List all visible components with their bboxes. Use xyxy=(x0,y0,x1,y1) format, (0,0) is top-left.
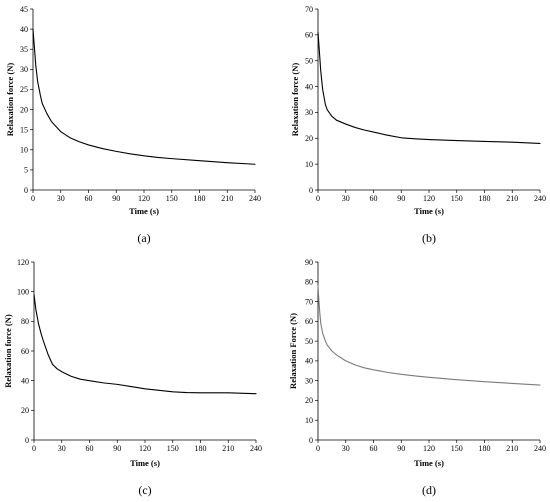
y-axis-title: Relaxation force (N) xyxy=(5,63,15,137)
panel-caption: (c) xyxy=(138,483,151,497)
x-tick-label: 0 xyxy=(32,444,36,453)
y-tick-label: 120 xyxy=(17,258,29,267)
y-tick-label: 0 xyxy=(309,186,313,195)
x-tick-label: 120 xyxy=(138,194,150,203)
x-axis-title: Time (s) xyxy=(130,458,160,468)
y-tick-label: 5 xyxy=(24,166,28,175)
y-tick-label: 80 xyxy=(305,278,313,287)
x-axis-title: Time (s) xyxy=(129,206,159,216)
y-tick-label: 90 xyxy=(305,258,313,267)
x-tick-label: 180 xyxy=(195,444,207,453)
y-tick-label: 40 xyxy=(21,376,29,385)
x-tick-label: 210 xyxy=(506,444,518,453)
y-tick-label: 20 xyxy=(21,406,29,415)
x-tick-label: 240 xyxy=(534,444,546,453)
panel-caption: (d) xyxy=(422,483,436,497)
x-tick-label: 240 xyxy=(534,194,546,203)
y-tick-label: 15 xyxy=(20,125,28,134)
x-tick-label: 30 xyxy=(342,444,350,453)
x-tick-label: 210 xyxy=(221,194,233,203)
x-tick-label: 30 xyxy=(57,194,65,203)
y-tick-label: 70 xyxy=(305,297,313,306)
series-line xyxy=(317,31,541,145)
x-tick-label: 0 xyxy=(316,444,320,453)
x-axis-title: Time (s) xyxy=(414,458,444,468)
y-tick-label: 40 xyxy=(20,25,28,34)
y-tick-label: 70 xyxy=(305,5,313,14)
x-tick-label: 150 xyxy=(167,444,179,453)
y-tick-label: 0 xyxy=(309,436,313,445)
chart-panel: 0 20 40 60 80 100 120 0 30 60 90 120 150 180 210 240 Tim… xyxy=(3,258,262,497)
x-tick-label: 90 xyxy=(112,194,120,203)
y-tick-label: 0 xyxy=(24,186,28,195)
y-tick-label: 20 xyxy=(305,134,313,143)
x-tick-label: 150 xyxy=(451,444,463,453)
y-tick-label: 40 xyxy=(305,357,313,366)
y-tick-label: 40 xyxy=(305,82,313,91)
x-tick-label: 120 xyxy=(139,444,151,453)
x-tick-label: 90 xyxy=(397,194,405,203)
y-tick-label: 50 xyxy=(305,57,313,66)
x-tick-label: 0 xyxy=(316,194,320,203)
chart-panel: 0 10 20 30 40 50 60 70 0 30 60 90 120 150 180 210 240 Tim… xyxy=(290,5,546,245)
x-tick-label: 180 xyxy=(479,194,491,203)
panel-caption: (a) xyxy=(137,231,150,245)
chart-panel: 0 10 20 30 40 50 60 70 80 90 0 30 60 90 120 150 180 210 24… xyxy=(288,258,546,497)
chart-panel: 0 5 10 15 20 25 30 35 40 45 0 30 60 90 120 150 180 210 240… xyxy=(5,5,261,245)
y-tick-label: 80 xyxy=(21,317,29,326)
y-tick-label: 20 xyxy=(20,105,28,114)
y-tick-label: 0 xyxy=(25,436,29,445)
y-tick-label: 30 xyxy=(305,376,313,385)
x-tick-label: 150 xyxy=(166,194,178,203)
y-axis-title: Relaxation force (N) xyxy=(3,314,13,388)
y-tick-label: 30 xyxy=(305,108,313,117)
x-tick-label: 90 xyxy=(113,444,121,453)
y-tick-label: 10 xyxy=(20,146,28,155)
x-tick-label: 150 xyxy=(451,194,463,203)
x-tick-label: 60 xyxy=(86,444,94,453)
y-tick-label: 25 xyxy=(20,85,28,94)
y-tick-label: 60 xyxy=(305,31,313,40)
x-tick-label: 120 xyxy=(423,194,435,203)
x-tick-label: 60 xyxy=(85,194,93,203)
y-tick-label: 35 xyxy=(20,45,28,54)
x-tick-label: 60 xyxy=(370,194,378,203)
y-tick-label: 50 xyxy=(305,337,313,346)
y-axis-title: Relaxation force (N) xyxy=(290,63,300,137)
series-line xyxy=(317,285,541,386)
x-tick-label: 180 xyxy=(194,194,206,203)
panel-caption: (b) xyxy=(422,231,436,245)
x-axis-title: Time (s) xyxy=(414,206,444,216)
y-tick-label: 60 xyxy=(305,317,313,326)
y-tick-label: 20 xyxy=(305,396,313,405)
x-tick-label: 0 xyxy=(31,194,35,203)
y-tick-label: 30 xyxy=(20,65,28,74)
x-tick-label: 30 xyxy=(342,194,350,203)
series-line xyxy=(33,294,257,395)
x-tick-label: 90 xyxy=(397,444,405,453)
y-tick-label: 100 xyxy=(17,287,29,296)
y-tick-label: 45 xyxy=(20,5,28,14)
x-tick-label: 120 xyxy=(423,444,435,453)
x-tick-label: 240 xyxy=(250,444,262,453)
x-tick-label: 30 xyxy=(58,444,66,453)
y-axis-title: Relaxation Force (N) xyxy=(288,313,298,389)
y-tick-label: 10 xyxy=(305,160,313,169)
x-tick-label: 210 xyxy=(506,194,518,203)
x-tick-label: 60 xyxy=(370,444,378,453)
x-tick-label: 240 xyxy=(249,194,261,203)
y-tick-label: 10 xyxy=(305,416,313,425)
x-tick-label: 180 xyxy=(479,444,491,453)
y-tick-label: 60 xyxy=(21,347,29,356)
series-line xyxy=(32,28,256,165)
x-tick-label: 210 xyxy=(222,444,234,453)
